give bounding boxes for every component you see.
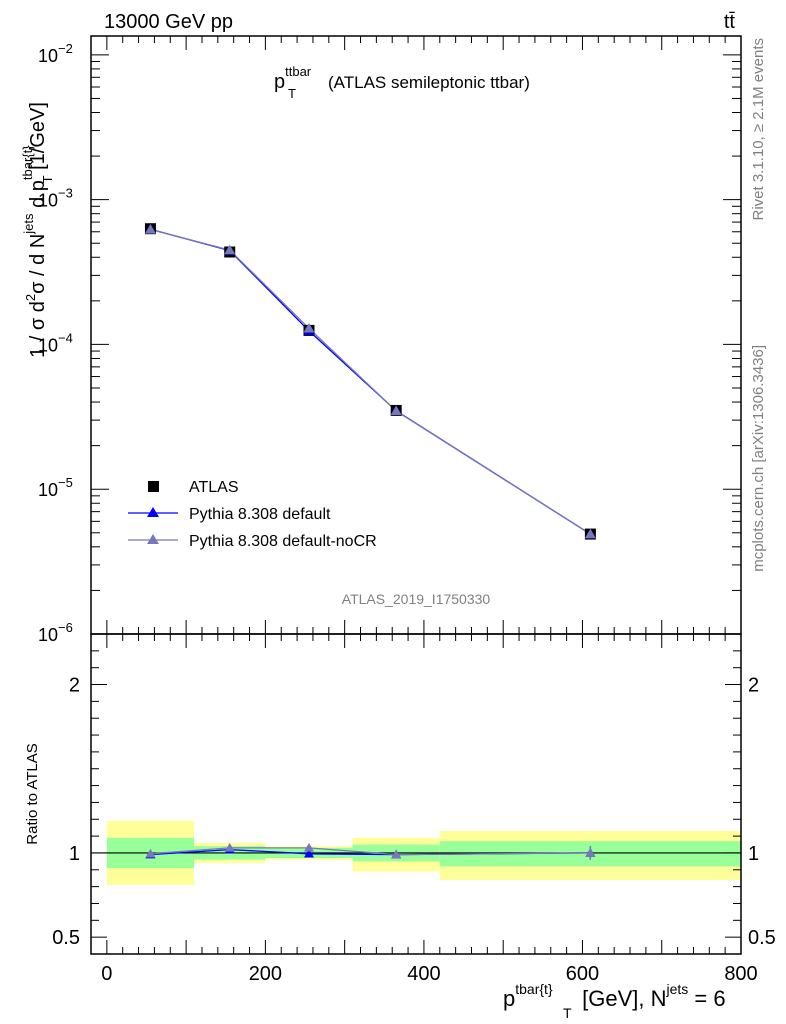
plot-title-sub: T bbox=[288, 86, 296, 101]
rivet-label: Rivet 3.1.10, ≥ 2.1M events bbox=[750, 38, 767, 221]
ratio-point-pythia-nocr bbox=[585, 847, 596, 857]
main-panel: 10−610−510−410−310−2 pttbar T(ATLAS semil… bbox=[20, 35, 742, 645]
ratio-panel: 0.5 0.51 12 2 0 200 400 600 800 Ratio to ATLAS … bbox=[24, 633, 776, 1021]
main-ytick-labels: 10−610−510−410−310−2 bbox=[38, 41, 73, 645]
legend-label-default: Pythia 8.308 default bbox=[189, 506, 331, 523]
legend: ATLAS Pythia 8.308 default Pythia 8.308 … bbox=[128, 479, 377, 550]
main-ytick-label: 10−4 bbox=[38, 330, 73, 355]
main-ytick-label: 10−3 bbox=[38, 186, 73, 211]
plot-title-sup: ttbar bbox=[285, 64, 312, 79]
ylabel-g: T bbox=[40, 175, 55, 183]
analysis-id: ATLAS_2019_I1750330 bbox=[342, 591, 491, 607]
xlabel-a: p bbox=[503, 986, 515, 1011]
legend-marker-atlas bbox=[148, 481, 159, 492]
xlabel-e: jets bbox=[665, 981, 688, 997]
ratio-ytick-label-left: 1 bbox=[69, 843, 80, 865]
pythia-nocr-point bbox=[390, 405, 402, 416]
ratio-xtick-label: 800 bbox=[724, 963, 757, 985]
ratio-ytick-label-right: 1 bbox=[748, 843, 759, 865]
pythia-nocr-point bbox=[584, 528, 596, 539]
xlabel-b: tbar{t} bbox=[515, 981, 553, 997]
ytick-base: 10 bbox=[38, 46, 58, 66]
ratio-xtick-label: 400 bbox=[407, 963, 440, 985]
legend-label-nocr: Pythia 8.308 default-noCR bbox=[189, 533, 377, 550]
main-ytick-label: 10−6 bbox=[38, 620, 73, 645]
legend-marker-default bbox=[147, 507, 159, 517]
ylabel-a: 1 / σ d bbox=[27, 301, 49, 358]
ratio-point-pythia-nocr bbox=[145, 848, 156, 858]
plot-title-rest: (ATLAS semileptonic ttbar) bbox=[328, 73, 530, 92]
ytick-base: 10 bbox=[38, 335, 58, 355]
legend-label-atlas: ATLAS bbox=[189, 479, 239, 496]
ytick-exponent: −4 bbox=[58, 330, 73, 345]
main-series bbox=[144, 223, 596, 540]
main-ytick-label: 10−5 bbox=[38, 475, 73, 500]
ylabel-h: [1/GeV] bbox=[27, 102, 49, 175]
ylabel-e: d p bbox=[27, 180, 49, 213]
plot-title-p: p bbox=[274, 71, 285, 93]
pythia-nocr-point bbox=[303, 322, 315, 333]
ratio-xtick-labels: 0 200 400 600 800 bbox=[101, 963, 757, 985]
ytick-base: 10 bbox=[38, 191, 58, 211]
pythia-nocr-point bbox=[144, 224, 156, 234]
ylabel-b: 2 bbox=[23, 294, 38, 301]
header-right: tt̄ bbox=[724, 11, 736, 33]
xlabel-d: [GeV], N bbox=[576, 986, 666, 1011]
xlabel-f: = 6 bbox=[688, 986, 725, 1011]
ratio-series bbox=[145, 842, 596, 860]
ratio-frame bbox=[90, 633, 742, 955]
ratio-xtick-label: 0 bbox=[101, 963, 112, 985]
ratio-ytick-label-left: 0.5 bbox=[52, 927, 80, 949]
ratio-axis-ticks bbox=[91, 633, 742, 954]
mcplots-label: mcplots.cern.ch [arXiv:1306.3436] bbox=[750, 345, 767, 572]
xlabel-c: T bbox=[563, 1005, 572, 1021]
pythia-nocr-point bbox=[224, 244, 236, 255]
ylabel-d: jets bbox=[21, 213, 36, 235]
ratio-ytick-label-right: 0.5 bbox=[748, 927, 776, 949]
ratio-ytick-label-right: 2 bbox=[748, 675, 759, 697]
ratio-xlabel: ptbar{t} T [GeV], Njets = 6 bbox=[503, 981, 726, 1021]
ytick-exponent: −3 bbox=[58, 186, 73, 201]
ratio-xtick-label: 600 bbox=[566, 963, 599, 985]
ratio-xtick-label: 200 bbox=[249, 963, 282, 985]
ratio-point-pythia-nocr bbox=[303, 842, 314, 852]
ytick-exponent: −2 bbox=[58, 41, 73, 56]
plot-title: pttbar T (ATLAS semileptonic ttbar) bbox=[274, 64, 530, 101]
main-ylabel: 1 / σ d2σ / d Njets d ptbar{t} T [1/GeV] bbox=[20, 102, 55, 358]
ytick-base: 10 bbox=[38, 480, 58, 500]
ratio-ylabel: Ratio to ATLAS bbox=[24, 743, 41, 844]
ytick-exponent: −5 bbox=[58, 475, 73, 490]
header-left: 13000 GeV pp bbox=[104, 11, 233, 33]
ratio-point-pythia-default bbox=[303, 848, 314, 858]
ytick-base: 10 bbox=[38, 625, 58, 645]
ylabel-c: σ / d N bbox=[27, 234, 49, 294]
main-ytick-label: 10−2 bbox=[38, 41, 73, 66]
ratio-point-pythia-nocr bbox=[224, 842, 235, 852]
main-axis-ticks bbox=[91, 36, 742, 635]
ytick-exponent: −6 bbox=[58, 620, 73, 635]
ylabel-f: tbar{t} bbox=[20, 145, 35, 180]
ratio-ytick-label-left: 2 bbox=[69, 675, 80, 697]
ratio-ytick-labels: 0.5 0.5 1 1 2 2 bbox=[52, 675, 776, 950]
legend-marker-nocr bbox=[147, 534, 159, 544]
ratio-point-pythia-nocr bbox=[391, 849, 402, 859]
